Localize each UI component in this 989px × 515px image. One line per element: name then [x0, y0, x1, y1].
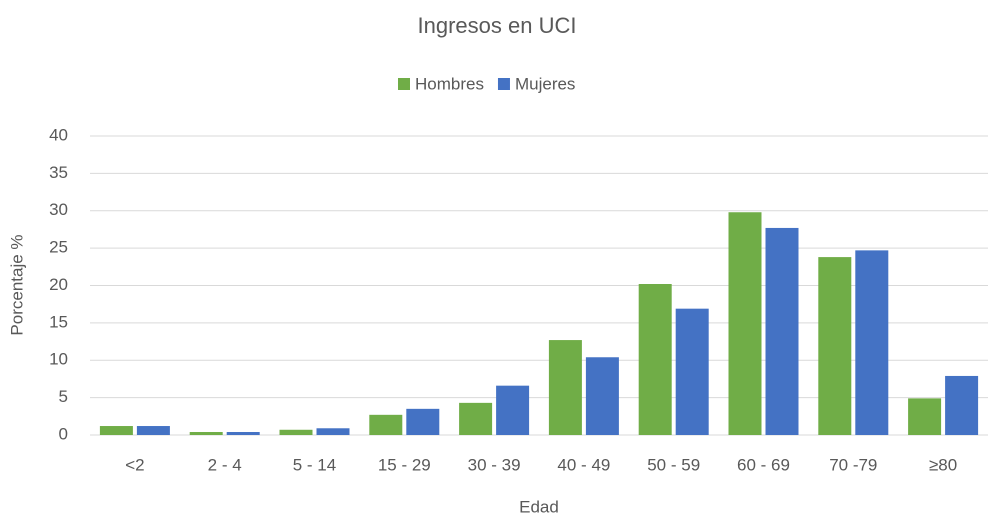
y-tick-label: 0	[59, 424, 68, 443]
chart-title: Ingresos en UCI	[418, 13, 577, 38]
bar	[765, 227, 799, 435]
x-tick-label: 5 - 14	[293, 455, 336, 474]
y-tick-label: 10	[49, 350, 68, 369]
x-tick-label: <2	[125, 455, 144, 474]
y-tick-label: 25	[49, 238, 68, 257]
bar	[675, 308, 709, 435]
x-tick-label: 15 - 29	[378, 455, 431, 474]
bar	[548, 340, 582, 435]
bar	[369, 414, 403, 435]
bar	[406, 408, 440, 435]
legend-swatch	[398, 78, 410, 90]
bar	[855, 250, 889, 435]
y-tick-label: 35	[49, 163, 68, 182]
y-tick-label: 5	[59, 387, 68, 406]
bar	[136, 426, 170, 435]
legend-label: Hombres	[415, 74, 484, 93]
bar	[279, 429, 313, 435]
y-tick-label: 40	[49, 125, 68, 144]
y-tick-label: 15	[49, 312, 68, 331]
bar	[818, 257, 852, 435]
bar	[226, 432, 260, 435]
bar	[459, 402, 493, 435]
bar	[99, 426, 133, 435]
bar	[496, 385, 530, 435]
y-tick-label: 30	[49, 200, 68, 219]
bar	[189, 432, 223, 435]
x-axis-title: Edad	[519, 497, 559, 515]
x-tick-label: 30 - 39	[468, 455, 521, 474]
x-tick-label: 70 -79	[829, 455, 877, 474]
bar	[585, 357, 619, 435]
y-tick-label: 20	[49, 275, 68, 294]
x-tick-label: 60 - 69	[737, 455, 790, 474]
y-axis-title: Porcentaje %	[7, 234, 26, 335]
legend-swatch	[497, 78, 510, 90]
x-tick-label: 50 - 59	[647, 455, 700, 474]
bar	[316, 428, 350, 435]
bar	[728, 212, 762, 435]
bar	[908, 398, 942, 435]
bar	[638, 284, 672, 435]
legend-label: Mujeres	[515, 74, 575, 93]
x-tick-label: 2 - 4	[208, 455, 242, 474]
bar	[945, 375, 979, 435]
x-tick-label: 40 - 49	[557, 455, 610, 474]
x-tick-label: ≥80	[929, 455, 957, 474]
